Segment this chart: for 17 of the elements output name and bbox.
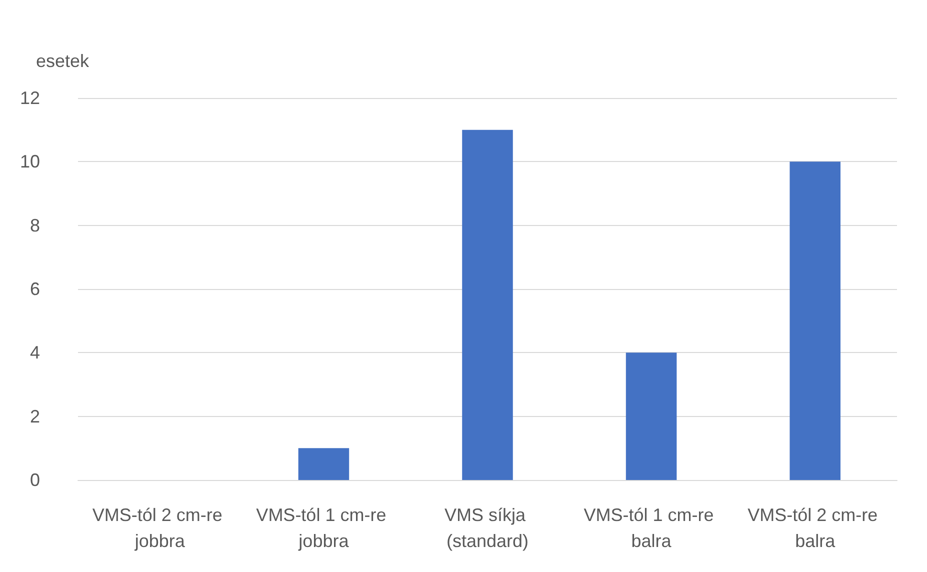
bar (462, 130, 513, 480)
bar (790, 162, 840, 480)
y-tick-label: 0 (30, 470, 40, 490)
x-tick-label: VMS-tól 2 cm-re jobbra (92, 505, 228, 551)
x-tick-label: VMS síkja (standard) (444, 505, 531, 551)
x-tick-label: VMS-tól 1 cm-re balra (584, 505, 719, 551)
bar (298, 448, 350, 480)
y-tick-label: 12 (20, 88, 40, 108)
bar (626, 352, 677, 480)
y-tick-label: 6 (30, 279, 40, 299)
y-tick-label: 8 (30, 215, 40, 236)
y-axis-title: esetek (36, 51, 90, 71)
y-tick-label: 10 (20, 152, 40, 172)
x-tick-label: VMS-tól 2 cm-re balra (748, 505, 883, 551)
x-tick-label: VMS-tól 1 cm-re jobbra (256, 505, 392, 551)
y-tick-label: 2 (30, 406, 40, 426)
y-tick-label: 4 (30, 342, 40, 363)
